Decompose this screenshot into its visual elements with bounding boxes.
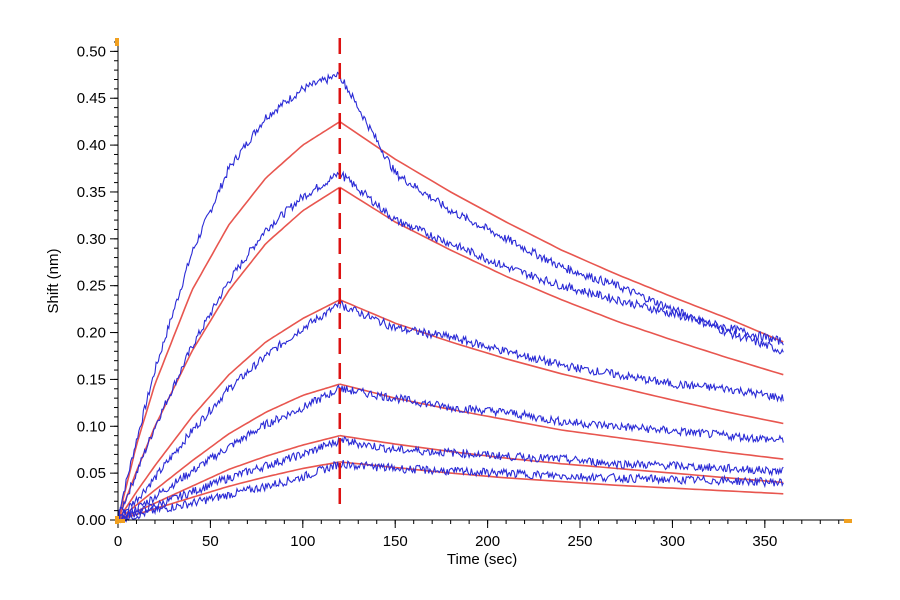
fit-curve (339, 434, 784, 484)
measured-curve (339, 72, 784, 355)
y-axis-ticks: 0.00 0.05 0.10 0.15 0.20 0.25 0.30 0.35 0.40 0.45… (77, 41, 118, 529)
y-tick-label: 0.45 (77, 90, 106, 107)
fit-curve (339, 298, 784, 425)
x-tick-label: 300 (660, 533, 685, 550)
x-tick-label: 350 (752, 533, 777, 550)
fit-curve (117, 461, 340, 521)
fit-curve (117, 121, 341, 521)
measured-curves (117, 71, 784, 524)
y-axis-title: Shift (nm) (45, 248, 62, 313)
fit-curve (117, 383, 341, 521)
measured-curve (339, 169, 784, 346)
fit-curve (117, 434, 341, 521)
fit-curve (339, 186, 784, 376)
x-tick-label: 200 (475, 533, 500, 550)
measured-curve (339, 436, 784, 477)
measured-curve (339, 385, 784, 444)
y-tick-label: 0.25 (77, 278, 106, 295)
axes: 0.00 0.05 0.10 0.15 0.20 0.25 0.30 0.35 0.40 0.45… (77, 38, 852, 550)
y-tick-label: 0.15 (77, 371, 106, 388)
fit-curve (339, 121, 784, 343)
x-axis-end-mark (844, 519, 852, 523)
measured-curve (117, 71, 341, 516)
x-tick-label: 250 (568, 533, 593, 550)
measured-curve (117, 171, 341, 519)
y-axis-end-mark (115, 38, 119, 46)
measured-curve (117, 461, 340, 524)
measured-curve (339, 459, 784, 489)
x-tick-label: 150 (383, 533, 408, 550)
y-tick-label: 0.50 (77, 43, 106, 60)
y-tick-label: 0.10 (77, 418, 106, 435)
measured-curve (117, 384, 341, 523)
fit-curves (117, 121, 784, 521)
y-tick-label: 0.40 (77, 137, 106, 154)
y-tick-label: 0.00 (77, 512, 106, 529)
measured-curve (339, 300, 784, 403)
fit-curve (117, 298, 341, 521)
x-tick-label: 50 (202, 533, 219, 550)
y-tick-label: 0.05 (77, 465, 106, 482)
fit-curve (117, 186, 341, 521)
y-tick-label: 0.35 (77, 184, 106, 201)
y-tick-label: 0.30 (77, 231, 106, 248)
x-axis-title: Time (sec) (447, 551, 517, 568)
fit-curve (339, 383, 784, 460)
y-tick-label: 0.20 (77, 325, 106, 342)
measured-curve (117, 436, 341, 522)
axis-corner-marks (115, 38, 852, 524)
measured-curve (117, 301, 341, 521)
origin-mark-h (117, 519, 125, 523)
x-tick-label: 100 (290, 533, 315, 550)
x-axis-ticks: 0 50 100 150 200 250 300 350 (114, 520, 840, 550)
x-tick-label: 0 (114, 533, 122, 550)
